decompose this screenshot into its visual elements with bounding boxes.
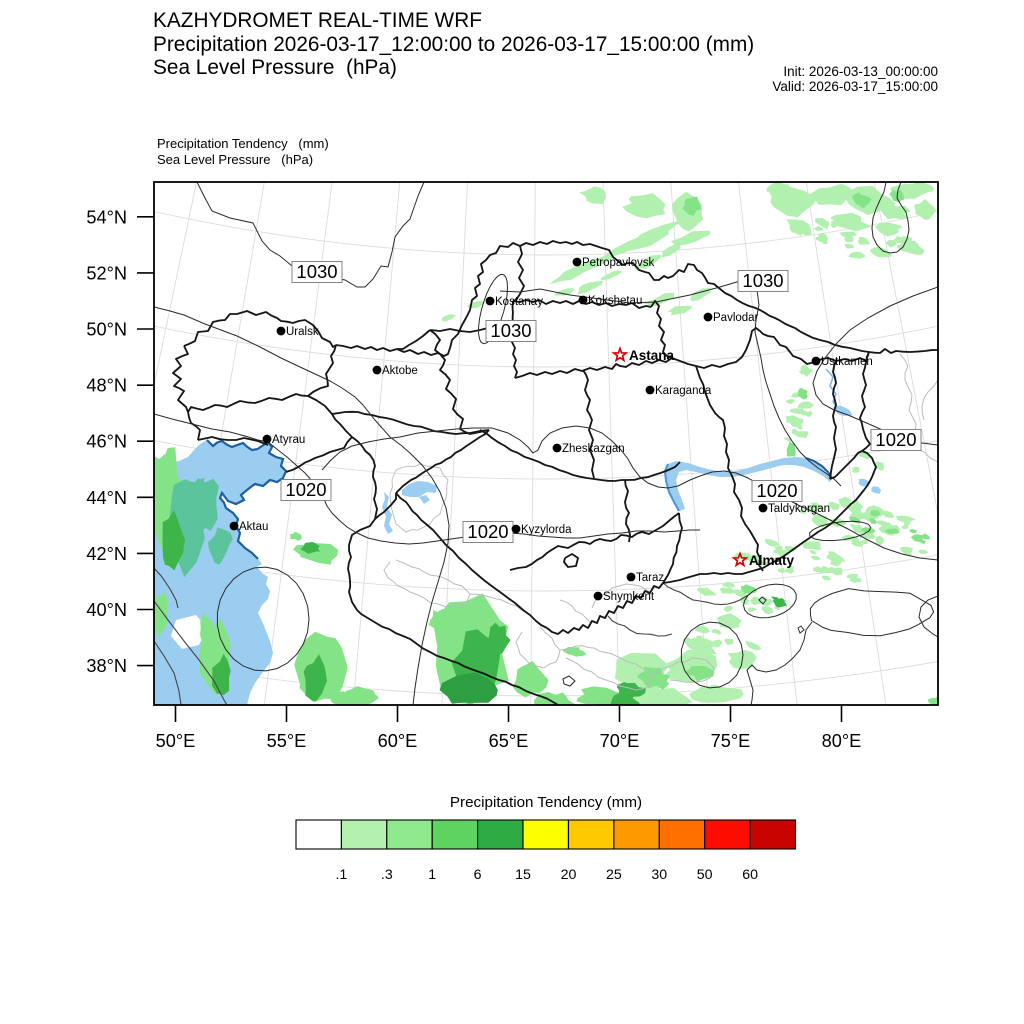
svg-text:80°E: 80°E: [822, 731, 862, 751]
svg-text:44°N: 44°N: [86, 488, 127, 508]
svg-text:Kostanay: Kostanay: [495, 296, 543, 308]
svg-text:Shymkent: Shymkent: [603, 591, 655, 603]
svg-text:52°N: 52°N: [86, 263, 127, 283]
svg-text:Zheskazgan: Zheskazgan: [562, 443, 625, 455]
svg-text:Pavlodar: Pavlodar: [713, 312, 759, 324]
svg-text:55°E: 55°E: [267, 731, 307, 751]
svg-text:Aktau: Aktau: [239, 521, 268, 533]
svg-text:50°N: 50°N: [86, 320, 127, 340]
svg-text:1020: 1020: [467, 521, 508, 542]
svg-text:Sea Level Pressure (hPa): Sea Level Pressure (hPa): [157, 152, 313, 167]
svg-text:Aktobe: Aktobe: [382, 365, 418, 377]
svg-text:1030: 1030: [742, 270, 783, 291]
svg-text:Uralsk: Uralsk: [286, 326, 319, 338]
svg-text:75°E: 75°E: [711, 731, 751, 751]
svg-text:25: 25: [606, 867, 622, 883]
svg-text:42°N: 42°N: [86, 544, 127, 564]
svg-text:KAZHYDROMET REAL-TIME WRF: KAZHYDROMET REAL-TIME WRF: [153, 9, 482, 32]
svg-text:Sea Level Pressure (hPa): Sea Level Pressure (hPa): [153, 56, 397, 79]
svg-text:60: 60: [742, 867, 758, 883]
svg-text:Taraz: Taraz: [636, 572, 664, 584]
svg-text:15: 15: [515, 867, 531, 883]
svg-text:Petropavlovsk: Petropavlovsk: [582, 257, 654, 269]
svg-text:Kokshetau: Kokshetau: [588, 295, 642, 307]
svg-text:Taldykorgan: Taldykorgan: [768, 503, 830, 515]
svg-text:54°N: 54°N: [86, 207, 127, 227]
svg-text:Atyrau: Atyrau: [272, 434, 305, 446]
svg-text:50: 50: [697, 867, 713, 883]
svg-text:30: 30: [651, 867, 667, 883]
svg-text:65°E: 65°E: [489, 731, 529, 751]
svg-text:46°N: 46°N: [86, 432, 127, 452]
svg-text:Precipitation 2026-03-17_12:00: Precipitation 2026-03-17_12:00:00 to 202…: [153, 33, 754, 56]
svg-text:1030: 1030: [490, 320, 531, 341]
svg-text:1020: 1020: [875, 429, 916, 450]
svg-text:Init: 2026-03-13_00:00:00: Init: 2026-03-13_00:00:00: [783, 64, 938, 79]
svg-text:Karaganda: Karaganda: [655, 385, 712, 397]
svg-text:1030: 1030: [296, 261, 337, 282]
svg-text:40°N: 40°N: [86, 600, 127, 620]
svg-text:Ustkamen: Ustkamen: [821, 356, 873, 368]
svg-text:1020: 1020: [285, 479, 326, 500]
svg-text:Almaty: Almaty: [749, 553, 795, 568]
svg-text:1020: 1020: [756, 480, 797, 501]
svg-text:20: 20: [561, 867, 577, 883]
svg-text:Astana: Astana: [629, 348, 675, 363]
svg-text:.1: .1: [335, 867, 347, 883]
svg-text:Kyzylorda: Kyzylorda: [521, 524, 572, 536]
svg-text:6: 6: [474, 867, 482, 883]
svg-text:Precipitation Tendency (mm): Precipitation Tendency (mm): [450, 794, 642, 811]
svg-text:Valid: 2026-03-17_15:00:00: Valid: 2026-03-17_15:00:00: [772, 79, 938, 94]
svg-text:60°E: 60°E: [378, 731, 418, 751]
svg-text:.3: .3: [381, 867, 393, 883]
svg-text:48°N: 48°N: [86, 376, 127, 396]
svg-text:1: 1: [428, 867, 436, 883]
svg-text:Precipitation Tendency (mm): Precipitation Tendency (mm): [157, 136, 329, 151]
svg-text:50°E: 50°E: [156, 731, 196, 751]
svg-text:38°N: 38°N: [86, 656, 127, 676]
svg-text:70°E: 70°E: [600, 731, 640, 751]
